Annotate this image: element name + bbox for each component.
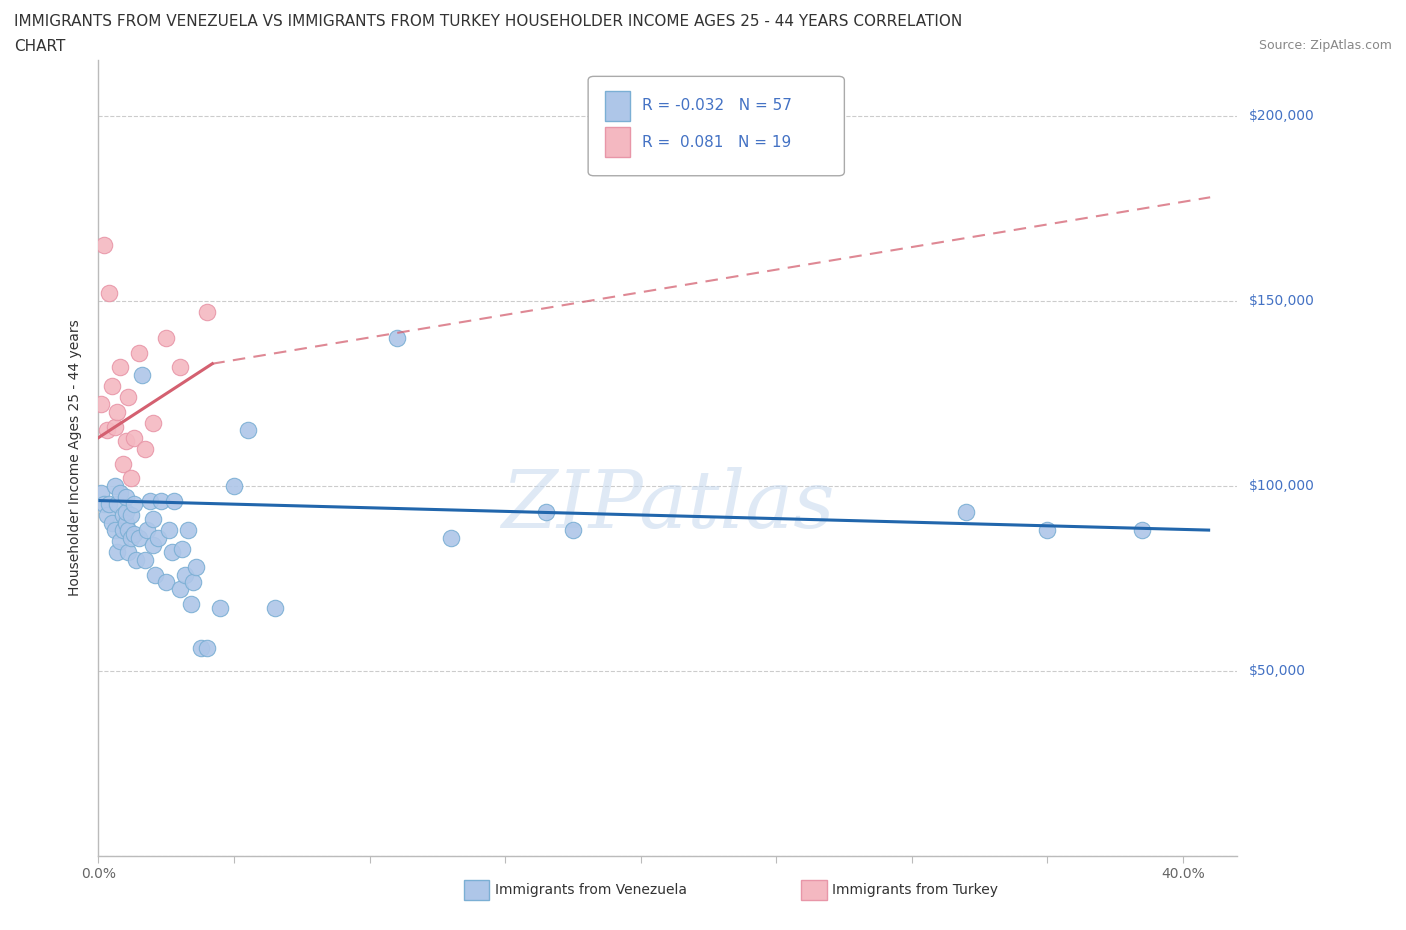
Text: Immigrants from Turkey: Immigrants from Turkey bbox=[832, 883, 998, 897]
Point bbox=[90, 485, 112, 500]
Point bbox=[149, 493, 172, 508]
Point bbox=[222, 478, 245, 493]
Point bbox=[183, 575, 205, 590]
Point bbox=[107, 497, 129, 512]
Point bbox=[169, 360, 191, 375]
Text: $200,000: $200,000 bbox=[1249, 109, 1315, 123]
Text: R =  0.081   N = 19: R = 0.081 N = 19 bbox=[641, 135, 792, 150]
Point bbox=[209, 601, 232, 616]
Point bbox=[122, 526, 145, 541]
Point bbox=[93, 497, 115, 512]
Point bbox=[107, 545, 129, 560]
Point bbox=[534, 504, 557, 519]
Point bbox=[145, 567, 167, 582]
Point bbox=[131, 367, 153, 382]
Point bbox=[101, 515, 124, 530]
Point bbox=[955, 504, 977, 519]
Point bbox=[174, 567, 197, 582]
Point bbox=[120, 530, 142, 545]
Point bbox=[114, 489, 136, 504]
Point bbox=[93, 238, 115, 253]
Text: ZIPatlas: ZIPatlas bbox=[501, 467, 835, 544]
Point bbox=[160, 545, 183, 560]
Point bbox=[96, 508, 118, 523]
Text: CHART: CHART bbox=[14, 39, 66, 54]
Point bbox=[155, 575, 177, 590]
Point bbox=[114, 504, 136, 519]
Point bbox=[134, 552, 156, 567]
Point bbox=[136, 523, 159, 538]
Point bbox=[134, 442, 156, 457]
Point bbox=[117, 545, 139, 560]
Point bbox=[98, 286, 121, 301]
Point bbox=[104, 523, 127, 538]
Y-axis label: Householder Income Ages 25 - 44 years: Householder Income Ages 25 - 44 years bbox=[69, 320, 83, 596]
FancyBboxPatch shape bbox=[605, 90, 630, 121]
Point bbox=[172, 541, 194, 556]
Point bbox=[108, 485, 131, 500]
Point bbox=[101, 379, 124, 393]
Point bbox=[107, 405, 129, 419]
Point bbox=[122, 431, 145, 445]
Point bbox=[1036, 523, 1059, 538]
Point bbox=[117, 523, 139, 538]
Point bbox=[104, 478, 127, 493]
Point bbox=[128, 530, 150, 545]
Point bbox=[385, 330, 408, 345]
Point bbox=[111, 508, 134, 523]
Point bbox=[114, 434, 136, 449]
Text: Source: ZipAtlas.com: Source: ZipAtlas.com bbox=[1258, 39, 1392, 52]
FancyBboxPatch shape bbox=[605, 127, 630, 157]
Point bbox=[157, 523, 180, 538]
Point bbox=[104, 419, 127, 434]
Point bbox=[190, 641, 212, 656]
Point bbox=[90, 397, 112, 412]
Point bbox=[180, 597, 202, 612]
Text: $50,000: $50,000 bbox=[1249, 664, 1305, 678]
Point bbox=[236, 423, 259, 438]
Text: $100,000: $100,000 bbox=[1249, 479, 1315, 493]
Point bbox=[1132, 523, 1154, 538]
Point bbox=[263, 601, 285, 616]
Point bbox=[120, 508, 142, 523]
Point bbox=[125, 552, 148, 567]
FancyBboxPatch shape bbox=[588, 76, 845, 176]
Point bbox=[96, 423, 118, 438]
Point bbox=[128, 345, 150, 360]
Point bbox=[440, 530, 463, 545]
Point bbox=[111, 523, 134, 538]
Text: IMMIGRANTS FROM VENEZUELA VS IMMIGRANTS FROM TURKEY HOUSEHOLDER INCOME AGES 25 -: IMMIGRANTS FROM VENEZUELA VS IMMIGRANTS … bbox=[14, 14, 962, 29]
Point bbox=[122, 497, 145, 512]
Point bbox=[163, 493, 186, 508]
Point bbox=[169, 582, 191, 597]
Point bbox=[108, 534, 131, 549]
Point bbox=[98, 497, 121, 512]
Point bbox=[142, 416, 165, 431]
Point bbox=[117, 390, 139, 405]
Point bbox=[184, 560, 207, 575]
Point bbox=[146, 530, 169, 545]
Point bbox=[114, 515, 136, 530]
Text: R = -0.032   N = 57: R = -0.032 N = 57 bbox=[641, 99, 792, 113]
Point bbox=[108, 360, 131, 375]
Point bbox=[139, 493, 162, 508]
Point bbox=[155, 330, 177, 345]
Point bbox=[142, 512, 165, 526]
Point bbox=[195, 641, 218, 656]
Point bbox=[195, 304, 218, 319]
Point bbox=[142, 538, 165, 552]
Point bbox=[111, 456, 134, 471]
Text: $150,000: $150,000 bbox=[1249, 294, 1315, 308]
Point bbox=[120, 471, 142, 485]
Point bbox=[562, 523, 585, 538]
Point bbox=[177, 523, 200, 538]
Text: Immigrants from Venezuela: Immigrants from Venezuela bbox=[495, 883, 688, 897]
